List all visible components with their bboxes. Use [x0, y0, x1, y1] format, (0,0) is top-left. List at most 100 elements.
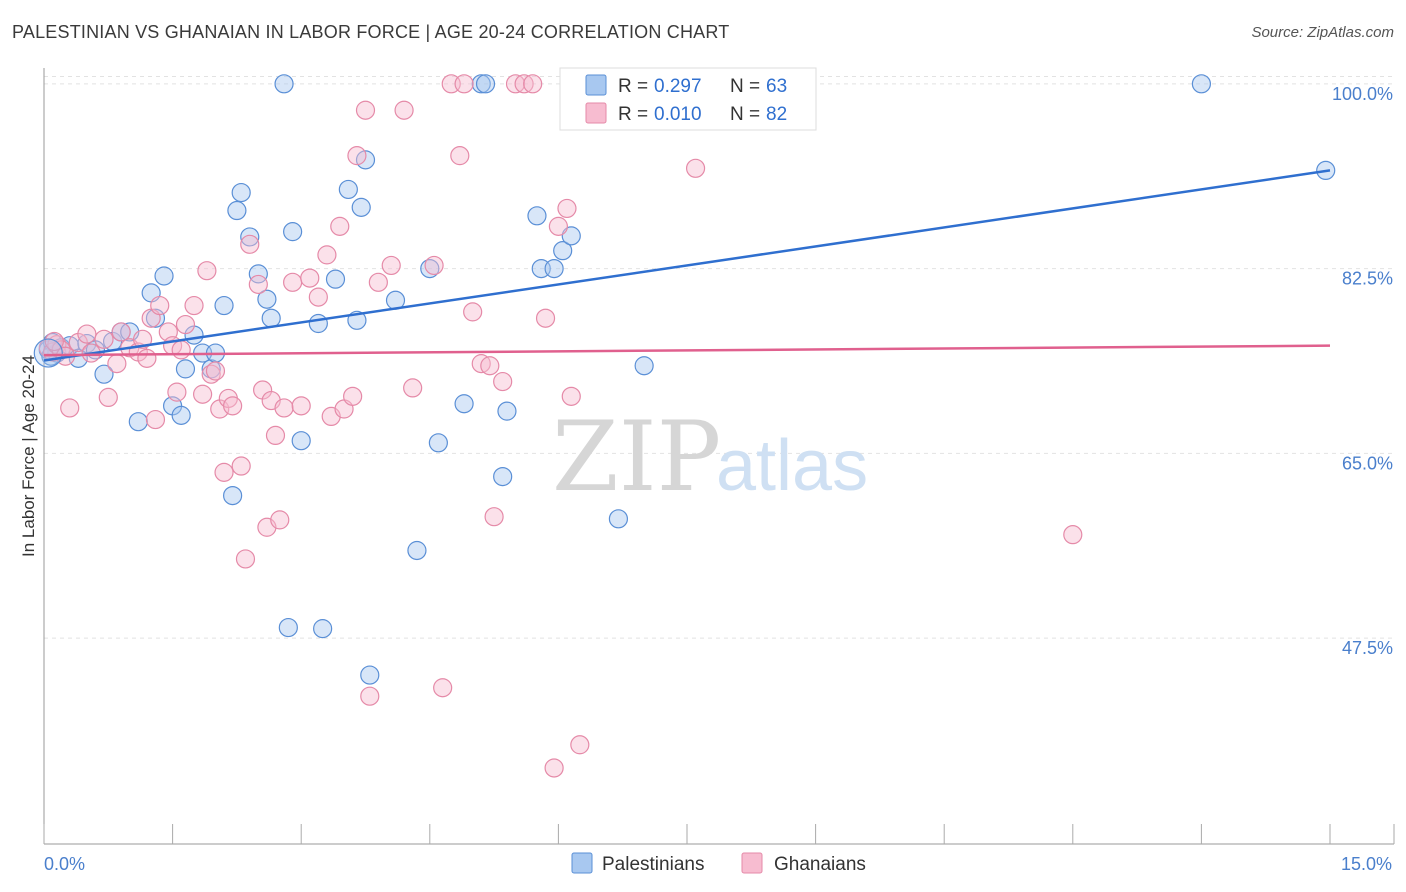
- bottom-legend-swatch-ghanaians: [741, 852, 763, 874]
- point-ghanaians: [561, 386, 581, 406]
- point-ghanaians: [300, 268, 320, 288]
- point-ghanaians: [270, 510, 290, 530]
- x-tick-label-min: 0.0%: [44, 854, 85, 874]
- chart-source: Source: ZipAtlas.com: [1251, 24, 1394, 41]
- point-ghanaians: [137, 348, 157, 368]
- y-tick-label: 100.0%: [1332, 84, 1393, 104]
- point-palestinians: [231, 182, 251, 203]
- point-palestinians: [278, 617, 298, 638]
- point-ghanaians: [214, 462, 234, 482]
- point-ghanaians: [484, 507, 504, 527]
- data-points: [33, 74, 1336, 778]
- point-ghanaians: [544, 758, 564, 778]
- point-palestinians: [407, 540, 427, 561]
- point-ghanaians: [197, 261, 217, 281]
- trend-line-ghanaians: [43, 344, 1331, 357]
- point-ghanaians: [454, 74, 474, 94]
- trend-line-palestinians: [43, 169, 1331, 362]
- bottom-legend-label-palestinians: Palestinians: [602, 854, 704, 875]
- point-ghanaians: [548, 216, 569, 236]
- point-palestinians: [1191, 74, 1212, 94]
- trend-lines: [43, 169, 1331, 362]
- point-ghanaians: [381, 255, 401, 276]
- point-palestinians: [313, 619, 333, 639]
- point-ghanaians: [60, 398, 80, 418]
- point-palestinians: [175, 359, 196, 379]
- point-ghanaians: [463, 302, 483, 322]
- bottom-legend: Palestinians Ghanaians: [571, 852, 866, 875]
- point-ghanaians: [424, 255, 444, 276]
- bottom-legend-swatch-palestinians: [571, 852, 593, 874]
- point-palestinians: [257, 289, 277, 309]
- x-ticks: [43, 824, 1395, 844]
- point-palestinians: [240, 227, 260, 247]
- point-ghanaians: [240, 234, 260, 254]
- point-palestinians: [497, 401, 517, 421]
- point-ghanaians: [283, 272, 303, 292]
- point-ghanaians: [308, 287, 328, 307]
- point-ghanaians: [343, 386, 363, 406]
- point-ghanaians: [98, 387, 118, 408]
- point-ghanaians: [535, 308, 556, 328]
- point-ghanaians: [223, 396, 243, 416]
- point-palestinians: [308, 313, 328, 334]
- point-ghanaians: [355, 100, 376, 120]
- point-palestinians: [475, 74, 496, 94]
- legend-swatch-ghanaians: [585, 102, 607, 124]
- chart-title: PALESTINIAN VS GHANAIAN IN LABOR FORCE |…: [12, 22, 730, 42]
- point-ghanaians: [145, 409, 166, 430]
- point-palestinians: [261, 308, 281, 328]
- point-ghanaians: [265, 425, 286, 446]
- y-tick-label: 47.5%: [1342, 638, 1393, 658]
- point-palestinians: [608, 509, 629, 529]
- point-ghanaians: [274, 398, 294, 418]
- point-palestinians: [94, 364, 114, 384]
- point-ghanaians: [94, 329, 114, 349]
- point-palestinians: [454, 394, 474, 414]
- point-ghanaians: [394, 100, 414, 120]
- point-ghanaians: [150, 295, 170, 316]
- point-palestinians: [561, 226, 581, 246]
- legend-swatch-palestinians: [585, 74, 607, 96]
- point-ghanaians: [235, 549, 256, 569]
- legend-n-value-ghanaians: 82: [766, 104, 787, 125]
- point-ghanaians: [44, 331, 64, 352]
- watermark-atlas: atlas: [716, 426, 868, 506]
- point-palestinians: [214, 295, 234, 316]
- point-palestinians: [154, 266, 174, 286]
- y-tick-label: 65.0%: [1342, 453, 1393, 473]
- point-ghanaians: [480, 356, 500, 376]
- point-palestinians: [227, 200, 247, 221]
- point-ghanaians: [317, 245, 337, 265]
- point-ghanaians: [557, 198, 577, 219]
- point-ghanaians: [291, 396, 311, 416]
- legend-n-value-palestinians: 63: [766, 76, 787, 97]
- point-ghanaians: [167, 382, 187, 402]
- point-ghanaians: [523, 74, 543, 94]
- point-ghanaians: [132, 329, 153, 349]
- point-cluster: [33, 338, 63, 368]
- watermark-zip: ZIP: [552, 401, 721, 513]
- point-ghanaians: [184, 295, 204, 316]
- point-palestinians: [360, 665, 380, 685]
- point-palestinians: [145, 308, 166, 328]
- point-ghanaians: [248, 274, 268, 295]
- point-ghanaians: [433, 678, 453, 698]
- point-ghanaians: [685, 158, 706, 178]
- point-ghanaians: [171, 340, 191, 360]
- point-palestinians: [171, 405, 191, 425]
- point-ghanaians: [403, 378, 423, 398]
- point-ghanaians: [231, 456, 251, 476]
- point-ghanaians: [330, 216, 350, 236]
- point-palestinians: [248, 264, 268, 284]
- legend-r-value-palestinians: 0.297: [654, 76, 702, 97]
- legend-n-label: N =: [730, 76, 760, 97]
- watermark: ZIP atlas: [552, 401, 868, 513]
- point-ghanaians: [193, 384, 213, 404]
- legend-n-label: N =: [730, 104, 760, 125]
- bottom-legend-label-ghanaians: Ghanaians: [774, 854, 866, 875]
- point-palestinians: [553, 241, 573, 261]
- point-palestinians: [493, 466, 513, 487]
- point-ghanaians: [570, 735, 590, 755]
